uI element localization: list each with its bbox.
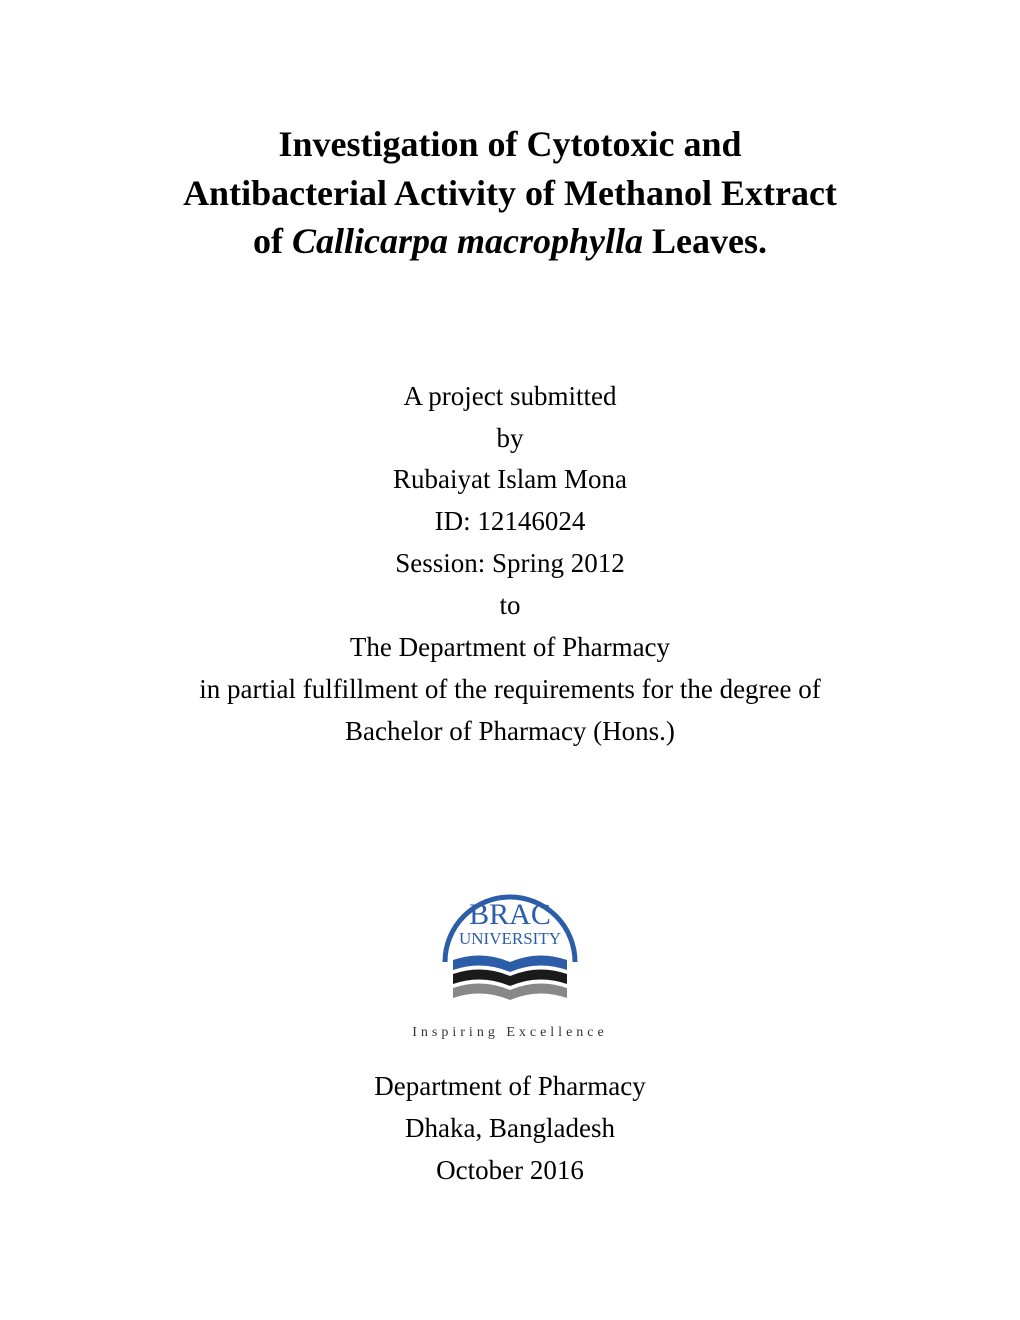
submission-fulfillment: in partial fulfillment of the requiremen… <box>199 669 821 711</box>
thesis-title: Investigation of Cytotoxic and Antibacte… <box>183 120 837 266</box>
submission-author: Rubaiyat Islam Mona <box>199 459 821 501</box>
brac-logo-icon: BRAC UNIVERSITY <box>415 862 605 1017</box>
footer-date: October 2016 <box>374 1150 645 1192</box>
submission-line-2: by <box>199 418 821 460</box>
logo-text-university: UNIVERSITY <box>459 929 561 948</box>
footer-location: Dhaka, Bangladesh <box>374 1108 645 1150</box>
submission-info: A project submitted by Rubaiyat Islam Mo… <box>199 376 821 753</box>
title-line-2: Antibacterial Activity of Methanol Extra… <box>183 169 837 218</box>
submission-line-6: to <box>199 585 821 627</box>
title-line-3: of Callicarpa macrophylla Leaves. <box>183 217 837 266</box>
logo-text-brac: BRAC <box>469 898 551 931</box>
title-species-name: Callicarpa macrophylla <box>292 221 643 261</box>
title-line-1: Investigation of Cytotoxic and <box>183 120 837 169</box>
submission-degree: Bachelor of Pharmacy (Hons.) <box>199 711 821 753</box>
logo-tagline: Inspiring Excellence <box>412 1025 607 1041</box>
footer-info: Department of Pharmacy Dhaka, Bangladesh… <box>374 1066 645 1192</box>
title-line-3-post: Leaves. <box>643 221 767 261</box>
university-logo: BRAC UNIVERSITY Inspiring Excellence <box>412 862 607 1041</box>
title-line-3-pre: of <box>253 221 292 261</box>
submission-id: ID: 12146024 <box>199 501 821 543</box>
submission-session: Session: Spring 2012 <box>199 543 821 585</box>
submission-line-1: A project submitted <box>199 376 821 418</box>
submission-department: The Department of Pharmacy <box>199 627 821 669</box>
footer-department: Department of Pharmacy <box>374 1066 645 1108</box>
